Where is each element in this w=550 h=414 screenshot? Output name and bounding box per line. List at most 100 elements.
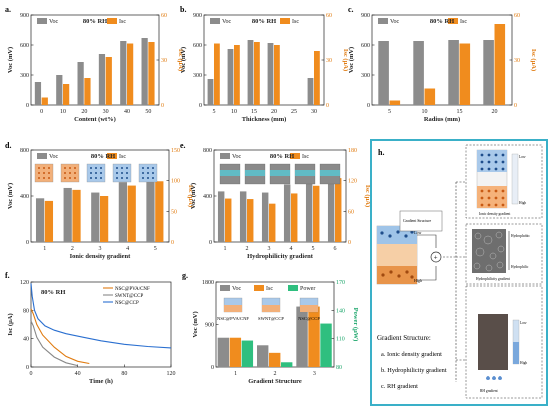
panel-g-cartoon-label: SWNT@CCP <box>258 316 284 321</box>
panel-c-ytick-right: 60 <box>514 13 520 19</box>
panel-e-bar-voc <box>283 184 291 242</box>
panel-b-xtick: 20 <box>271 109 277 115</box>
panel-d-xtick: 1 <box>43 246 46 252</box>
panel-e-xtick: 3 <box>268 246 271 252</box>
panel-e-condition: 80% RH <box>270 153 294 160</box>
panel-b-ylabel-left: Voc (mV) <box>180 47 187 73</box>
panel-e-ytick-left: 400 <box>203 194 212 200</box>
panel-c-legend-voc: Voc <box>390 19 400 25</box>
panel-g-xtick: 2 <box>274 371 277 377</box>
panel-h-label: h. <box>378 148 384 157</box>
panel-g-cartoon-band <box>262 305 280 312</box>
panel-d-inset-dot <box>69 172 71 174</box>
panel-e-inset-band <box>245 170 265 176</box>
panel-b-legend-voc: Voc <box>222 19 232 25</box>
panel-c-label: c. <box>348 5 354 14</box>
panel-e-ytick-right: 0 <box>348 240 351 246</box>
panel-e-ytick-left: 800 <box>203 148 212 154</box>
panel-g-legend-voc: Voc <box>232 286 242 292</box>
panel-g-cartoon-label: NSC@PVA/CNF <box>217 316 249 321</box>
panel-e-bar-voc <box>217 191 225 242</box>
panel-c-xtick: 10 <box>422 109 428 115</box>
panel-d-inset-dot <box>90 177 92 179</box>
panel-f-legend-entry: SWNT@CCP <box>115 294 143 299</box>
panel-a-legend-swatch-voc <box>37 18 47 24</box>
panel-e-xtick: 6 <box>334 246 337 252</box>
panel-d-inset-dot <box>100 172 102 174</box>
panel-g-xtick: 1 <box>234 371 237 377</box>
panel-f-ytick: 0 <box>26 365 29 371</box>
panel-b-xtick: 10 <box>231 109 237 115</box>
panel-c-bar-voc <box>483 40 494 105</box>
panel-b-ylabel-right: Isc (μA) <box>342 49 349 71</box>
panel-b-bar-voc <box>307 78 314 105</box>
panel-a-bar-voc <box>34 82 42 105</box>
panel-d-inset-dot <box>95 167 97 169</box>
panel-d-inset-dot <box>38 172 40 174</box>
panel-d-inset-dot <box>121 177 123 179</box>
panel-a-legend-voc: Voc <box>49 19 59 25</box>
ionic-scale-high: High <box>519 201 526 205</box>
panel-d-inset-dot <box>48 177 50 179</box>
panel-d-inset-dot <box>95 172 97 174</box>
panel-g-bar-voc <box>296 306 308 367</box>
panel-b-ytick-right: 30 <box>326 58 332 64</box>
panel-d-inset-dot <box>38 167 40 169</box>
panel-h: h. Gradient Structure Low High + <box>370 139 548 406</box>
panel-d-inset-dot <box>69 167 71 169</box>
panel-b-bar-isc <box>214 43 220 105</box>
gradient-item-c: c. RH gradient <box>381 383 418 390</box>
panel-b-label: b. <box>180 5 186 14</box>
panel-d-inset-dot <box>43 172 45 174</box>
device-illustration: Gradient Structure Low High + <box>376 210 443 285</box>
panel-g-bar-voc <box>257 345 269 367</box>
panel-b-xtick: 25 <box>291 109 297 115</box>
gradient-item-a: a. Ionic density gradient <box>381 351 442 358</box>
panel-b-bar-isc <box>234 45 240 105</box>
hydro-caption: Hydrophilicity gradient <box>476 277 510 281</box>
panel-d-label: d. <box>5 141 11 150</box>
panel-e-inset-band <box>220 170 240 176</box>
panel-d-ytick-left: 800 <box>20 148 29 154</box>
panel-d-ylabel-left: Voc (mV) <box>7 183 14 209</box>
panel-d-ytick-left: 400 <box>20 194 29 200</box>
panel-c: c. 0 300 600 900 0 30 60 Isc (μA) Voc (mV) Radius … <box>348 5 537 123</box>
panel-g-label: g. <box>182 271 188 280</box>
panel-a-legend-swatch-isc <box>107 18 117 24</box>
panel-d-bar-isc <box>127 185 136 242</box>
panel-f-ytick: 120 <box>20 280 29 286</box>
ionic-density-illustration: Low High Ionic density gradient <box>465 144 543 219</box>
panel-g-ytick-left: 900 <box>205 323 214 329</box>
panel-a-ytick-left: 600 <box>20 43 29 49</box>
panel-c-bar-isc <box>459 43 471 105</box>
panel-a-bar-isc <box>127 43 134 105</box>
panel-d-inset-dot <box>126 177 128 179</box>
panel-e-ytick-right: 180 <box>348 148 357 154</box>
panel-c-condition: 80% RH <box>430 18 454 25</box>
panel-b-bar-isc <box>274 45 280 105</box>
panel-c-xtick: 20 <box>492 109 498 115</box>
panel-g-ytick-left: 1800 <box>202 280 214 286</box>
panel-d-inset-dot <box>152 167 154 169</box>
panel-f-legend-entry: NSC@PVA/CNF <box>115 287 150 292</box>
panel-a-ytick-left: 0 <box>26 103 29 109</box>
panel-d-inset-dot <box>126 167 128 169</box>
panel-g-cartoon-band <box>224 305 242 312</box>
panel-a-bar-voc <box>77 62 84 105</box>
panel-d-inset-dot <box>74 167 76 169</box>
panel-e-xtick: 5 <box>312 246 315 252</box>
panel-e-ylabel-right: Isc (μA) <box>364 185 371 207</box>
panel-a-xtick: 10 <box>60 109 66 115</box>
panel-f-xtick: 120 <box>167 371 176 377</box>
load-icon <box>430 251 442 263</box>
panel-d-xtick: 2 <box>71 246 74 252</box>
panel-e-bar-isc <box>291 193 298 242</box>
panel-d-xtick: 3 <box>99 246 102 252</box>
panel-a-bar-isc <box>41 97 48 105</box>
panel-e-legend-voc: Voc <box>232 154 242 160</box>
panel-c-bar-isc <box>494 24 506 105</box>
panel-g-bar-voc <box>217 337 230 367</box>
panel-g-bar-power <box>241 340 254 367</box>
panel-b-ytick-left: 600 <box>193 43 202 49</box>
